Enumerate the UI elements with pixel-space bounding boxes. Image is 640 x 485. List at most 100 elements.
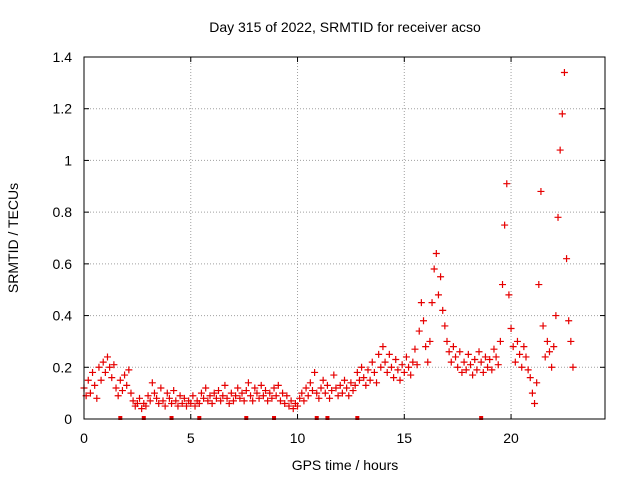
data-point xyxy=(272,392,280,400)
data-point xyxy=(413,361,421,369)
data-point xyxy=(422,343,430,351)
data-point xyxy=(428,299,436,307)
data-point xyxy=(554,213,562,221)
data-point xyxy=(153,394,161,402)
data-point xyxy=(229,397,237,405)
data-point xyxy=(298,389,306,397)
data-point xyxy=(281,399,289,407)
data-point xyxy=(219,392,227,400)
data-point xyxy=(471,356,479,364)
baseline-marker xyxy=(141,416,146,420)
data-point xyxy=(565,317,573,325)
data-point xyxy=(449,343,457,351)
y-tick-label: 1.2 xyxy=(53,101,73,117)
data-point xyxy=(247,392,255,400)
data-point xyxy=(217,397,225,405)
data-point xyxy=(405,363,413,371)
data-point xyxy=(567,337,575,345)
data-point xyxy=(225,399,233,407)
data-point xyxy=(215,387,223,395)
data-point xyxy=(355,376,363,384)
data-point xyxy=(541,353,549,361)
y-tick-label: 0.2 xyxy=(53,359,73,375)
axis-ticks xyxy=(83,56,605,420)
data-point xyxy=(195,399,203,407)
data-point xyxy=(558,110,566,118)
grid xyxy=(84,57,605,419)
x-tick-label: 10 xyxy=(290,430,306,446)
data-point xyxy=(520,343,528,351)
data-point xyxy=(257,381,265,389)
data-point xyxy=(244,379,252,387)
data-point xyxy=(347,379,355,387)
data-point xyxy=(526,374,534,382)
data-point xyxy=(452,353,460,361)
data-point xyxy=(240,397,248,405)
data-point xyxy=(311,368,319,376)
data-point xyxy=(411,345,419,353)
data-point xyxy=(161,402,169,410)
data-point xyxy=(552,312,560,320)
data-point xyxy=(133,399,141,407)
data-point xyxy=(343,384,351,392)
data-point xyxy=(112,384,120,392)
chart-title: Day 315 of 2022, SRMTID for receiver acs… xyxy=(209,19,481,35)
data-point xyxy=(315,394,323,402)
data-point xyxy=(93,394,101,402)
x-tick-label: 15 xyxy=(396,430,412,446)
data-point xyxy=(537,187,545,195)
data-point xyxy=(524,366,532,374)
data-point xyxy=(210,389,218,397)
data-point xyxy=(200,394,208,402)
data-point xyxy=(238,389,246,397)
data-point xyxy=(473,366,481,374)
data-point xyxy=(108,374,116,382)
data-point xyxy=(178,399,186,407)
data-point xyxy=(255,394,263,402)
data-point xyxy=(518,363,526,371)
data-point xyxy=(407,371,415,379)
data-point xyxy=(296,394,304,402)
data-point xyxy=(522,353,530,361)
data-point xyxy=(110,361,118,369)
data-point xyxy=(302,384,310,392)
baseline-marker xyxy=(355,416,360,420)
data-point xyxy=(464,350,472,358)
data-point xyxy=(531,399,539,407)
data-point xyxy=(415,327,423,335)
data-point xyxy=(349,387,357,395)
data-point xyxy=(394,366,402,374)
data-point xyxy=(129,397,137,405)
data-point xyxy=(136,394,144,402)
y-axis-label: SRMTID / TECUs xyxy=(5,183,21,293)
data-point xyxy=(458,368,466,376)
data-point xyxy=(317,384,325,392)
data-point xyxy=(503,180,511,188)
data-point xyxy=(103,353,111,361)
data-point xyxy=(486,356,494,364)
data-point xyxy=(505,291,513,299)
data-point xyxy=(157,384,165,392)
data-point xyxy=(439,306,447,314)
data-point xyxy=(123,381,131,389)
data-point xyxy=(163,389,171,397)
data-point xyxy=(287,397,295,405)
data-point xyxy=(321,389,329,397)
data-point xyxy=(138,405,146,413)
data-point xyxy=(445,348,453,356)
data-point xyxy=(212,394,220,402)
y-tick-label: 1.4 xyxy=(53,49,73,65)
data-point xyxy=(155,399,163,407)
data-points xyxy=(80,69,577,413)
data-point xyxy=(332,384,340,392)
data-point xyxy=(148,379,156,387)
data-point xyxy=(381,358,389,366)
baseline-marker xyxy=(479,416,484,420)
x-tick-label: 20 xyxy=(503,430,519,446)
data-point xyxy=(477,358,485,366)
data-point xyxy=(313,389,321,397)
data-point xyxy=(300,397,308,405)
data-point xyxy=(101,368,109,376)
data-point xyxy=(279,389,287,397)
x-tick-label: 5 xyxy=(187,430,195,446)
